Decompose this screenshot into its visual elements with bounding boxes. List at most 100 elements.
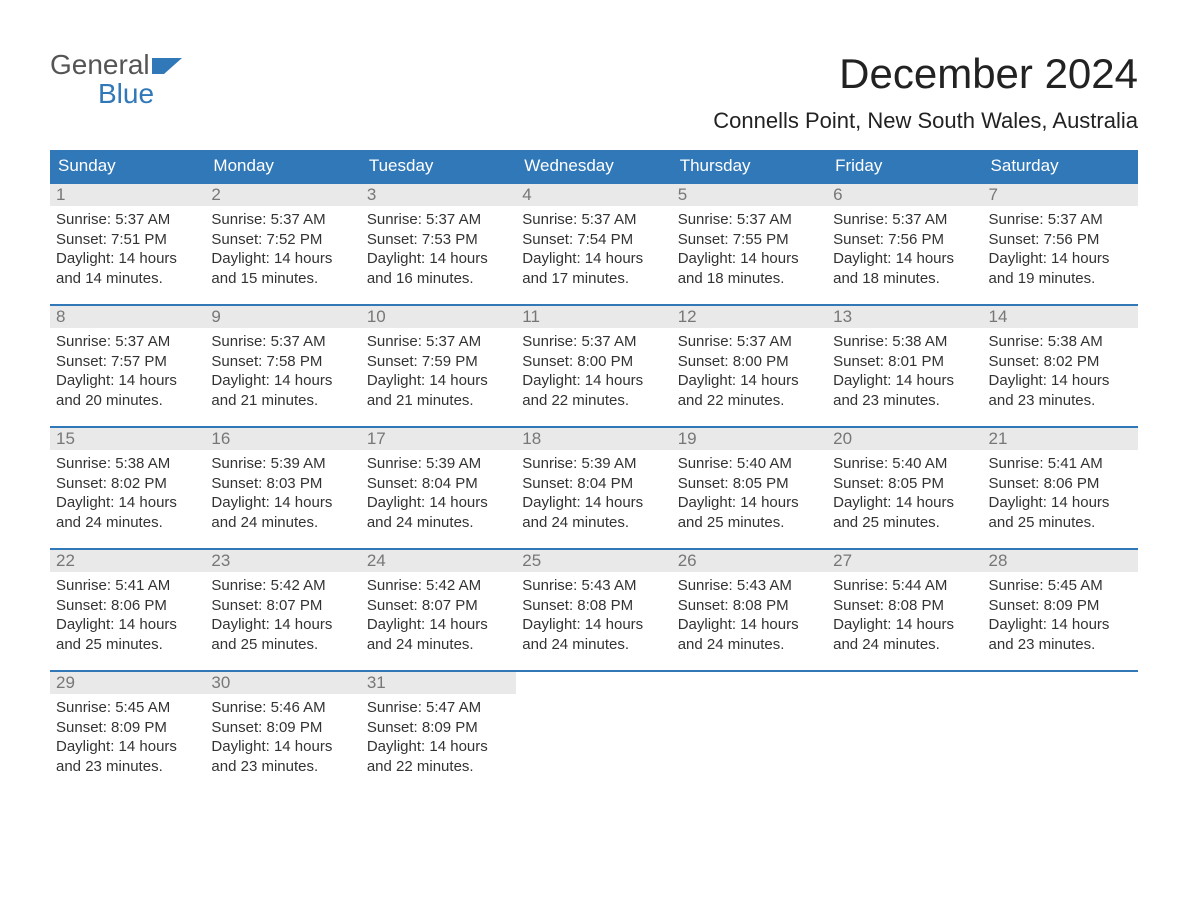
sunset-text: Sunset: 8:05 PM bbox=[678, 474, 821, 494]
daylight-text: and 16 minutes. bbox=[367, 269, 510, 289]
sunrise-text: Sunrise: 5:42 AM bbox=[211, 576, 354, 596]
day-body: Sunrise: 5:38 AMSunset: 8:02 PMDaylight:… bbox=[983, 328, 1138, 414]
daylight-text: and 25 minutes. bbox=[833, 513, 976, 533]
day-cell: 4Sunrise: 5:37 AMSunset: 7:54 PMDaylight… bbox=[516, 184, 671, 302]
daylight-text: and 21 minutes. bbox=[211, 391, 354, 411]
day-body: Sunrise: 5:42 AMSunset: 8:07 PMDaylight:… bbox=[205, 572, 360, 658]
daylight-text: Daylight: 14 hours bbox=[211, 371, 354, 391]
daylight-text: and 21 minutes. bbox=[367, 391, 510, 411]
daylight-text: and 23 minutes. bbox=[989, 391, 1132, 411]
day-number: 18 bbox=[516, 428, 671, 450]
sunset-text: Sunset: 8:09 PM bbox=[211, 718, 354, 738]
sunrise-text: Sunrise: 5:37 AM bbox=[211, 332, 354, 352]
day-cell: 16Sunrise: 5:39 AMSunset: 8:03 PMDayligh… bbox=[205, 428, 360, 546]
day-body: Sunrise: 5:41 AMSunset: 8:06 PMDaylight:… bbox=[50, 572, 205, 658]
day-cell: 19Sunrise: 5:40 AMSunset: 8:05 PMDayligh… bbox=[672, 428, 827, 546]
sunrise-text: Sunrise: 5:37 AM bbox=[56, 332, 199, 352]
day-number: 20 bbox=[827, 428, 982, 450]
sunset-text: Sunset: 8:09 PM bbox=[367, 718, 510, 738]
day-number: 23 bbox=[205, 550, 360, 572]
day-body: Sunrise: 5:41 AMSunset: 8:06 PMDaylight:… bbox=[983, 450, 1138, 536]
day-body: Sunrise: 5:37 AMSunset: 7:58 PMDaylight:… bbox=[205, 328, 360, 414]
page-header: General Blue December 2024 Connells Poin… bbox=[50, 50, 1138, 144]
day-number: 2 bbox=[205, 184, 360, 206]
day-number: 31 bbox=[361, 672, 516, 694]
day-body: Sunrise: 5:40 AMSunset: 8:05 PMDaylight:… bbox=[672, 450, 827, 536]
daylight-text: Daylight: 14 hours bbox=[989, 249, 1132, 269]
daylight-text: and 15 minutes. bbox=[211, 269, 354, 289]
day-number: 12 bbox=[672, 306, 827, 328]
daylight-text: and 24 minutes. bbox=[833, 635, 976, 655]
title-block: December 2024 Connells Point, New South … bbox=[713, 50, 1138, 144]
sunrise-text: Sunrise: 5:44 AM bbox=[833, 576, 976, 596]
day-body: Sunrise: 5:37 AMSunset: 7:57 PMDaylight:… bbox=[50, 328, 205, 414]
day-body: Sunrise: 5:45 AMSunset: 8:09 PMDaylight:… bbox=[50, 694, 205, 780]
day-cell: 29Sunrise: 5:45 AMSunset: 8:09 PMDayligh… bbox=[50, 672, 205, 790]
day-number: 4 bbox=[516, 184, 671, 206]
day-number: 7 bbox=[983, 184, 1138, 206]
day-header: Friday bbox=[827, 150, 982, 182]
sunset-text: Sunset: 8:00 PM bbox=[522, 352, 665, 372]
day-cell: 23Sunrise: 5:42 AMSunset: 8:07 PMDayligh… bbox=[205, 550, 360, 668]
daylight-text: and 24 minutes. bbox=[367, 635, 510, 655]
daylight-text: and 20 minutes. bbox=[56, 391, 199, 411]
sunrise-text: Sunrise: 5:39 AM bbox=[211, 454, 354, 474]
daylight-text: Daylight: 14 hours bbox=[678, 615, 821, 635]
day-header: Wednesday bbox=[516, 150, 671, 182]
sunrise-text: Sunrise: 5:37 AM bbox=[522, 210, 665, 230]
day-cell: 24Sunrise: 5:42 AMSunset: 8:07 PMDayligh… bbox=[361, 550, 516, 668]
day-number: 26 bbox=[672, 550, 827, 572]
calendar: Sunday Monday Tuesday Wednesday Thursday… bbox=[50, 150, 1138, 790]
day-body: Sunrise: 5:37 AMSunset: 7:51 PMDaylight:… bbox=[50, 206, 205, 292]
daylight-text: and 25 minutes. bbox=[678, 513, 821, 533]
daylight-text: Daylight: 14 hours bbox=[367, 615, 510, 635]
sunrise-text: Sunrise: 5:45 AM bbox=[989, 576, 1132, 596]
week-row: 29Sunrise: 5:45 AMSunset: 8:09 PMDayligh… bbox=[50, 670, 1138, 790]
sunset-text: Sunset: 8:09 PM bbox=[989, 596, 1132, 616]
day-number: 17 bbox=[361, 428, 516, 450]
daylight-text: Daylight: 14 hours bbox=[56, 371, 199, 391]
sunrise-text: Sunrise: 5:37 AM bbox=[211, 210, 354, 230]
daylight-text: and 22 minutes. bbox=[522, 391, 665, 411]
daylight-text: Daylight: 14 hours bbox=[56, 493, 199, 513]
day-cell: 11Sunrise: 5:37 AMSunset: 8:00 PMDayligh… bbox=[516, 306, 671, 424]
sunset-text: Sunset: 8:04 PM bbox=[522, 474, 665, 494]
day-header: Monday bbox=[205, 150, 360, 182]
daylight-text: and 18 minutes. bbox=[833, 269, 976, 289]
day-body: Sunrise: 5:37 AMSunset: 7:52 PMDaylight:… bbox=[205, 206, 360, 292]
daylight-text: and 25 minutes. bbox=[211, 635, 354, 655]
sunset-text: Sunset: 7:57 PM bbox=[56, 352, 199, 372]
sunrise-text: Sunrise: 5:37 AM bbox=[989, 210, 1132, 230]
sunset-text: Sunset: 7:59 PM bbox=[367, 352, 510, 372]
sunset-text: Sunset: 7:52 PM bbox=[211, 230, 354, 250]
sunrise-text: Sunrise: 5:37 AM bbox=[522, 332, 665, 352]
sunrise-text: Sunrise: 5:39 AM bbox=[522, 454, 665, 474]
day-number: 6 bbox=[827, 184, 982, 206]
day-header: Tuesday bbox=[361, 150, 516, 182]
day-number: 10 bbox=[361, 306, 516, 328]
day-number: 19 bbox=[672, 428, 827, 450]
sunset-text: Sunset: 8:06 PM bbox=[989, 474, 1132, 494]
day-number: 11 bbox=[516, 306, 671, 328]
day-cell: 7Sunrise: 5:37 AMSunset: 7:56 PMDaylight… bbox=[983, 184, 1138, 302]
daylight-text: and 25 minutes. bbox=[989, 513, 1132, 533]
day-header-row: Sunday Monday Tuesday Wednesday Thursday… bbox=[50, 150, 1138, 182]
daylight-text: Daylight: 14 hours bbox=[833, 493, 976, 513]
day-cell: 21Sunrise: 5:41 AMSunset: 8:06 PMDayligh… bbox=[983, 428, 1138, 546]
day-body: Sunrise: 5:37 AMSunset: 7:54 PMDaylight:… bbox=[516, 206, 671, 292]
daylight-text: Daylight: 14 hours bbox=[211, 737, 354, 757]
day-body: Sunrise: 5:38 AMSunset: 8:02 PMDaylight:… bbox=[50, 450, 205, 536]
day-body: Sunrise: 5:39 AMSunset: 8:03 PMDaylight:… bbox=[205, 450, 360, 536]
day-body: Sunrise: 5:37 AMSunset: 8:00 PMDaylight:… bbox=[516, 328, 671, 414]
sunrise-text: Sunrise: 5:45 AM bbox=[56, 698, 199, 718]
daylight-text: Daylight: 14 hours bbox=[522, 615, 665, 635]
sunset-text: Sunset: 8:09 PM bbox=[56, 718, 199, 738]
day-cell: 18Sunrise: 5:39 AMSunset: 8:04 PMDayligh… bbox=[516, 428, 671, 546]
day-body: Sunrise: 5:42 AMSunset: 8:07 PMDaylight:… bbox=[361, 572, 516, 658]
sunrise-text: Sunrise: 5:38 AM bbox=[56, 454, 199, 474]
day-header: Saturday bbox=[983, 150, 1138, 182]
day-cell: 22Sunrise: 5:41 AMSunset: 8:06 PMDayligh… bbox=[50, 550, 205, 668]
daylight-text: and 18 minutes. bbox=[678, 269, 821, 289]
sunrise-text: Sunrise: 5:43 AM bbox=[522, 576, 665, 596]
sunset-text: Sunset: 8:08 PM bbox=[833, 596, 976, 616]
